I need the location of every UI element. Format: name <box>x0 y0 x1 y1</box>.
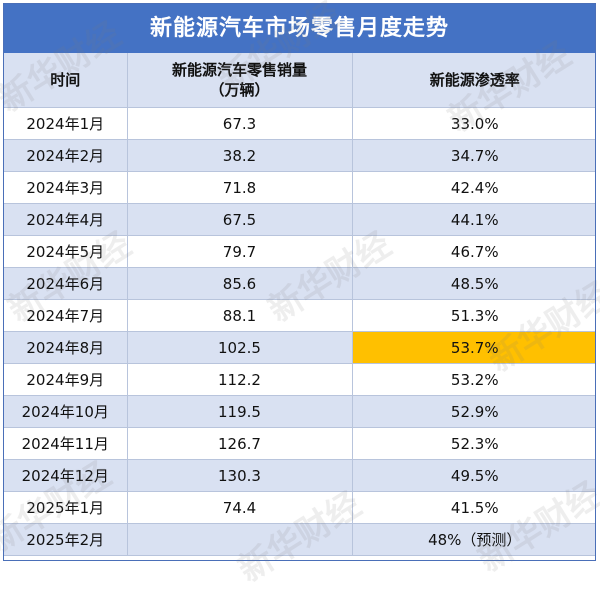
cell-sales: 88.1 <box>127 299 353 332</box>
cell-rate: 33.0% <box>352 107 595 140</box>
header-sales-line2: （万辆） <box>209 81 270 99</box>
cell-time: 2024年5月 <box>4 235 128 268</box>
cell-rate: 41.5% <box>352 491 595 524</box>
cell-time: 2024年7月 <box>4 299 128 332</box>
table-row: 2025年2月 48%（预测） <box>4 523 595 556</box>
cell-rate: 42.4% <box>352 171 595 204</box>
cell-sales: 67.5 <box>127 203 353 236</box>
header-rate: 新能源渗透率 <box>352 53 595 108</box>
sales-table: 时间 新能源汽车零售销量 （万辆） 新能源渗透率 2024年1月 67.3 33.0… <box>4 53 595 556</box>
cell-time: 2025年2月 <box>4 523 128 556</box>
table-row: 2024年3月 71.8 42.4% <box>4 171 595 204</box>
cell-rate: 52.9% <box>352 395 595 428</box>
table-row: 2024年1月 67.3 33.0% <box>4 107 595 140</box>
cell-sales: 38.2 <box>127 139 353 172</box>
table-row: 2024年9月 112.2 53.2% <box>4 363 595 396</box>
cell-sales: 74.4 <box>127 491 353 524</box>
cell-rate: 48%（预测） <box>352 523 595 556</box>
cell-sales <box>127 523 353 556</box>
cell-time: 2024年2月 <box>4 139 128 172</box>
cell-rate: 44.1% <box>352 203 595 236</box>
table-body: 2024年1月 67.3 33.0% 2024年2月 38.2 34.7% 2024年3月 7… <box>4 107 595 556</box>
table-frame: 新能源汽车市场零售月度走势 时间 新能源汽车零售销量 （万辆） 新能源渗透率 2… <box>3 3 596 561</box>
cell-rate: 52.3% <box>352 427 595 460</box>
table-row: 2024年7月 88.1 51.3% <box>4 299 595 332</box>
cell-time: 2024年11月 <box>4 427 128 460</box>
cell-sales: 126.7 <box>127 427 353 460</box>
cell-rate: 53.2% <box>352 363 595 396</box>
page-title: 新能源汽车市场零售月度走势 <box>4 4 595 53</box>
cell-time: 2024年6月 <box>4 267 128 300</box>
cell-sales: 79.7 <box>127 235 353 268</box>
cell-sales: 67.3 <box>127 107 353 140</box>
cell-rate: 49.5% <box>352 459 595 492</box>
table-row: 2024年10月 119.5 52.9% <box>4 395 595 428</box>
cell-time: 2024年4月 <box>4 203 128 236</box>
header-time: 时间 <box>4 53 128 108</box>
cell-time: 2024年9月 <box>4 363 128 396</box>
cell-rate: 53.7% <box>352 331 595 364</box>
cell-sales: 130.3 <box>127 459 353 492</box>
header-sales-line1: 新能源汽车零售销量 <box>171 61 307 79</box>
cell-sales: 85.6 <box>127 267 353 300</box>
cell-sales: 71.8 <box>127 171 353 204</box>
cell-time: 2024年12月 <box>4 459 128 492</box>
cell-time: 2024年1月 <box>4 107 128 140</box>
table-row: 2024年5月 79.7 46.7% <box>4 235 595 268</box>
table-row: 2024年4月 67.5 44.1% <box>4 203 595 236</box>
table-row: 2024年8月 102.5 53.7% <box>4 331 595 364</box>
cell-rate: 51.3% <box>352 299 595 332</box>
table-row: 2024年6月 85.6 48.5% <box>4 267 595 300</box>
table-row: 2024年11月 126.7 52.3% <box>4 427 595 460</box>
table-row: 2025年1月 74.4 41.5% <box>4 491 595 524</box>
cell-rate: 46.7% <box>352 235 595 268</box>
header-sales: 新能源汽车零售销量 （万辆） <box>127 53 353 108</box>
cell-rate: 34.7% <box>352 139 595 172</box>
cell-time: 2024年3月 <box>4 171 128 204</box>
cell-time: 2025年1月 <box>4 491 128 524</box>
table-row: 2024年12月 130.3 49.5% <box>4 459 595 492</box>
cell-time: 2024年8月 <box>4 331 128 364</box>
table-row: 2024年2月 38.2 34.7% <box>4 139 595 172</box>
table-header-row: 时间 新能源汽车零售销量 （万辆） 新能源渗透率 <box>4 53 595 108</box>
cell-sales: 119.5 <box>127 395 353 428</box>
cell-sales: 102.5 <box>127 331 353 364</box>
cell-sales: 112.2 <box>127 363 353 396</box>
cell-rate: 48.5% <box>352 267 595 300</box>
cell-time: 2024年10月 <box>4 395 128 428</box>
